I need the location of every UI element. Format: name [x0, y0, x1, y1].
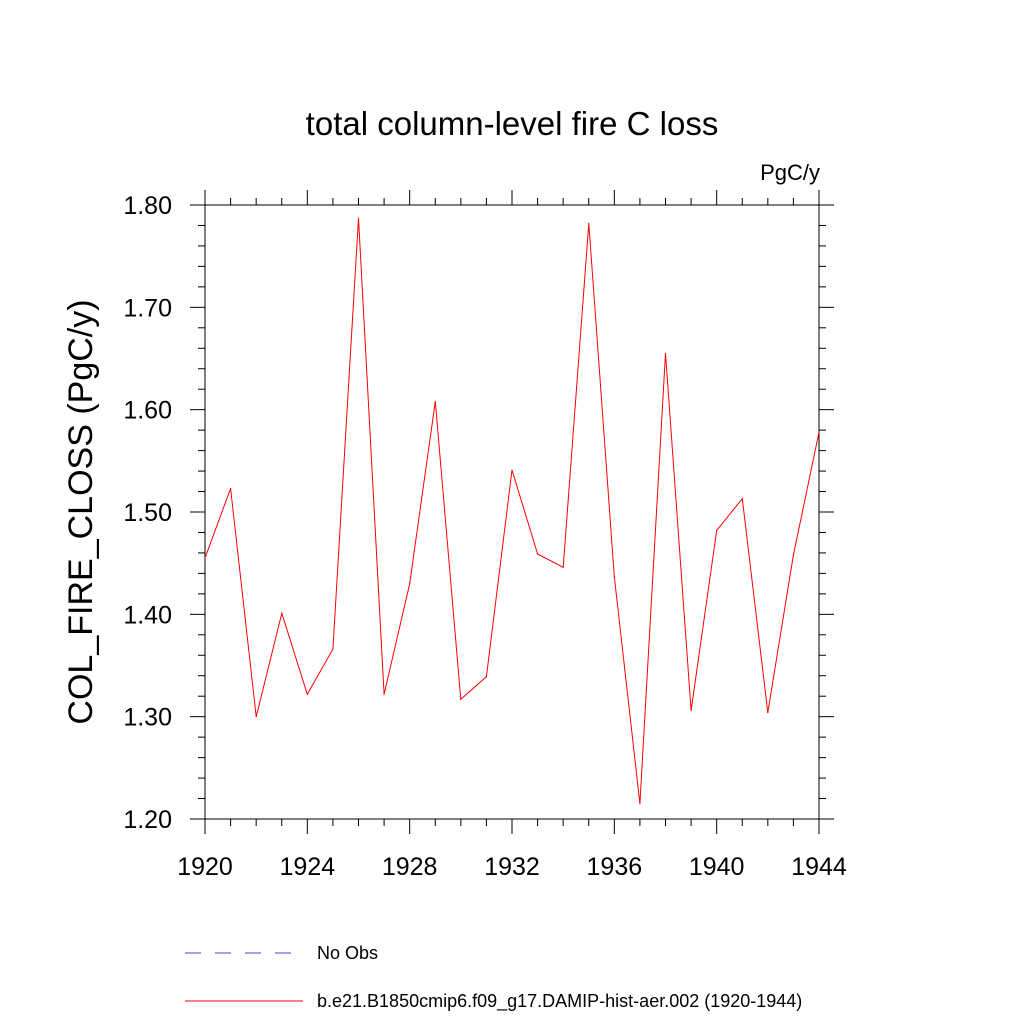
axis-ticks	[190, 190, 834, 834]
data-point	[357, 217, 360, 219]
series-group	[204, 217, 820, 805]
x-tick-label: 1924	[280, 853, 336, 881]
units-label: PgC/y	[760, 160, 820, 185]
series-line	[204, 218, 820, 804]
y-tick-label: 1.60	[123, 397, 172, 425]
data-point	[818, 431, 820, 433]
data-point	[690, 709, 692, 712]
legend-label-2: b.e21.B1850cmip6.f09_g17.DAMIP-hist-aer.…	[317, 991, 802, 1012]
x-tick-label: 1936	[587, 853, 643, 881]
plot-frame	[204, 204, 820, 820]
data-point	[204, 557, 206, 559]
data-point	[229, 487, 232, 490]
data-point	[741, 498, 743, 500]
data-point	[306, 693, 308, 695]
y-tick-label: 1.70	[123, 294, 172, 322]
data-point	[281, 612, 283, 614]
data-point	[383, 693, 385, 695]
y-tick-label: 1.30	[123, 704, 172, 732]
data-point	[255, 716, 257, 718]
x-tick-labels: 1920 1924 1928 1932 1936 1940 1944	[177, 853, 847, 881]
legend: No Obs b.e21.B1850cmip6.f09_g17.DAMIP-his…	[185, 943, 802, 1012]
y-axis-label: COL_FIRE_CLOSS (PgC/y)	[62, 299, 100, 724]
data-point	[767, 711, 769, 714]
y-tick-label: 1.80	[123, 192, 172, 220]
x-tick-label: 1920	[177, 853, 233, 881]
data-point	[434, 400, 436, 403]
y-tick-label: 1.50	[123, 499, 172, 527]
data-point	[460, 698, 462, 700]
data-point	[332, 648, 334, 650]
data-point	[664, 352, 667, 354]
data-point	[562, 566, 564, 568]
legend-label-1: No Obs	[317, 943, 378, 963]
data-point	[536, 553, 539, 555]
data-point	[639, 803, 641, 805]
data-point	[613, 575, 615, 578]
data-point	[588, 222, 590, 225]
chart-title: total column-level fire C loss	[306, 105, 719, 142]
y-tick-label: 1.20	[123, 806, 172, 834]
data-point	[511, 469, 513, 471]
data-point	[485, 676, 488, 678]
x-tick-label: 1928	[382, 853, 438, 881]
data-point	[409, 583, 411, 585]
x-tick-label: 1940	[689, 853, 745, 881]
x-tick-label: 1944	[791, 853, 847, 881]
y-tick-labels: 1.20 1.30 1.40 1.50 1.60 1.70 1.80	[123, 192, 172, 834]
data-point	[792, 554, 795, 556]
x-tick-label: 1932	[484, 853, 540, 881]
y-tick-label: 1.40	[123, 601, 172, 629]
data-point	[716, 529, 718, 532]
